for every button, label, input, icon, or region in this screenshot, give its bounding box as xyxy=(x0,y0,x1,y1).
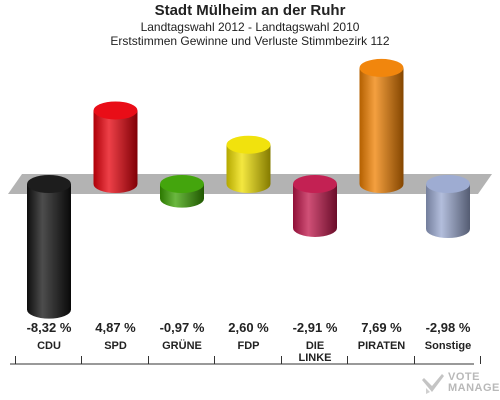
category-label: PIRATEN xyxy=(358,340,406,352)
bar-cap xyxy=(27,175,71,193)
category-label: LINKE xyxy=(299,352,332,364)
watermark-line-1: VOTE xyxy=(448,371,480,383)
bar-sonstige xyxy=(426,175,470,238)
category-label: SPD xyxy=(104,340,127,352)
bar-fdp xyxy=(226,135,271,193)
chart-subtitle-2: Erststimmen Gewinne und Verluste Stimmbe… xyxy=(110,34,390,48)
category-label: DIE xyxy=(306,340,324,352)
value-label: -2,98 % xyxy=(426,320,471,335)
category-label: FDP xyxy=(238,340,260,352)
bar-body xyxy=(359,67,404,193)
bar-body xyxy=(93,110,138,193)
bar-spd xyxy=(93,101,138,193)
value-label: -8,32 % xyxy=(27,320,72,335)
bar-body xyxy=(27,184,71,319)
bar-body xyxy=(226,144,271,193)
chart-subtitle-1: Landtagswahl 2012 - Landtagswahl 2010 xyxy=(140,20,360,34)
category-label: GRÜNE xyxy=(162,339,202,352)
bar-piraten xyxy=(359,58,404,193)
bar-cdu xyxy=(27,175,71,319)
bar-body xyxy=(426,184,470,238)
value-label: 2,60 % xyxy=(228,320,269,335)
bar-cap xyxy=(426,175,470,193)
bar-body xyxy=(293,184,337,237)
chart-header: Stadt Mülheim an der Ruhr Landtagswahl 2… xyxy=(0,2,500,48)
value-label: 7,69 % xyxy=(361,320,402,335)
chart-title: Stadt Mülheim an der Ruhr xyxy=(154,2,346,19)
watermark-line-2: MANAGER xyxy=(448,382,500,394)
value-label: 4,87 % xyxy=(95,320,136,335)
value-label: -0,97 % xyxy=(160,320,205,335)
vote-manager-watermark: VOTE MANAGER xyxy=(420,368,500,398)
category-label: CDU xyxy=(37,340,61,352)
vote-manager-logo-icon xyxy=(422,374,444,394)
bar-cap xyxy=(293,175,337,193)
bar-cap xyxy=(93,101,138,120)
bar-cap xyxy=(160,175,204,193)
bar-cap xyxy=(359,58,404,77)
bars-group xyxy=(27,58,470,319)
bar-die-linke xyxy=(293,175,337,237)
value-labels-group: -8,32 % 4,87 % -0,97 % 2,60 % -2,91 % 7,69 % -… xyxy=(27,320,471,335)
value-label: -2,91 % xyxy=(293,320,338,335)
bar-grüne xyxy=(160,175,204,208)
category-label: Sonstige xyxy=(425,340,471,352)
bar-cap xyxy=(226,135,271,154)
